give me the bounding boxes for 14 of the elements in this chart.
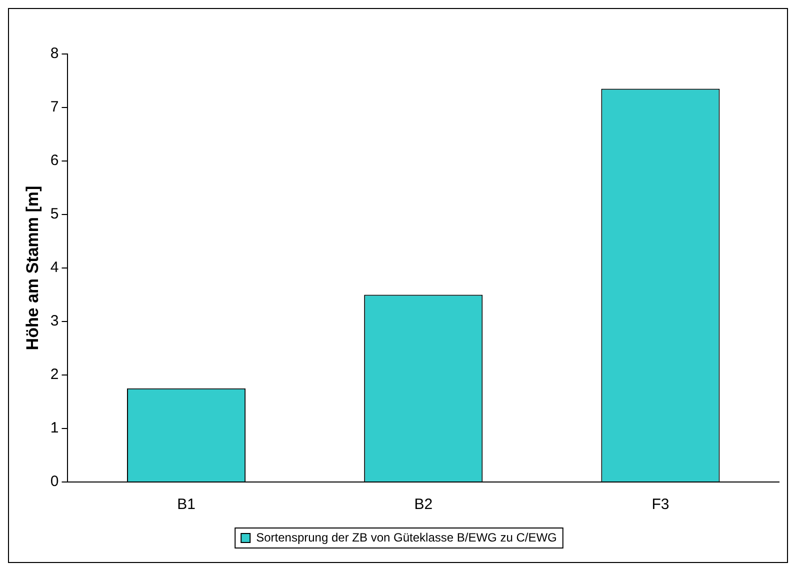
y-tick-label: 3	[50, 312, 59, 330]
y-tick-label: 8	[50, 45, 59, 62]
x-tick-label: F3	[652, 496, 670, 514]
y-axis-title: Höhe am Stamm [m]	[22, 186, 42, 350]
y-tick-label: 7	[50, 98, 59, 116]
y-tick-label: 6	[50, 152, 59, 170]
y-tick-label: 0	[50, 473, 59, 490]
y-tick-label: 5	[50, 206, 59, 223]
legend-label: Sortensprung der ZB von Güteklasse B/EWG zu C/EWG	[256, 530, 557, 544]
x-tick-label: B2	[414, 496, 433, 514]
x-tick-label: B1	[177, 496, 196, 514]
y-tick-label: 2	[50, 366, 59, 384]
y-tick-label: 1	[50, 420, 59, 437]
y-tick-label: 4	[50, 259, 59, 276]
